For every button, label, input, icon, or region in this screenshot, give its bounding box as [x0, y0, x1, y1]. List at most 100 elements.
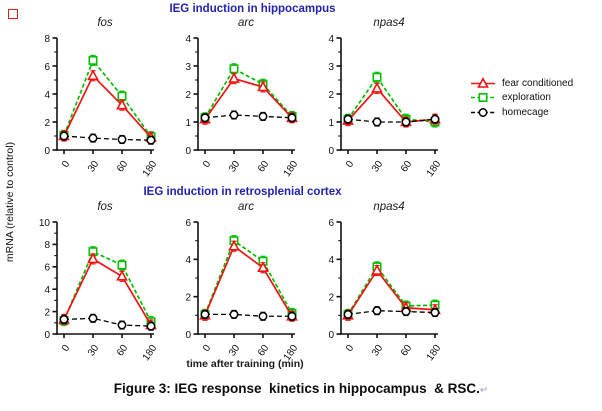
- y-tick-label: 2: [44, 307, 50, 318]
- x-axis-label: time after training (min): [186, 358, 304, 370]
- y-tick-label: 4: [185, 34, 191, 45]
- figure-caption: Figure 3: IEG response kinetics in hippo…: [0, 380, 602, 398]
- y-tick-label: 0: [185, 146, 191, 157]
- series-exploration: [59, 54, 156, 143]
- y-tick-label: 6: [44, 263, 50, 274]
- y-tick-label: 4: [44, 90, 50, 101]
- line-chart-svg: 0 2 4 6 8 0 30 60 180: [44, 34, 159, 179]
- y-tick-label: 1: [328, 118, 334, 129]
- y-tick-label: 4: [328, 34, 334, 45]
- axes: [336, 37, 438, 154]
- x-tick-label: 30: [86, 159, 102, 175]
- y-tick-label: 2: [185, 90, 191, 101]
- section-title-hippocampus: IEG induction in hippocampus: [169, 3, 336, 15]
- caption-text: Figure 3: IEG response kinetics in hippo…: [113, 381, 480, 396]
- chart-panel-hippocampus-fos: fos 0 2 4 6 8 0 30 60 180: [27, 16, 177, 179]
- y-tick-label: 0: [328, 330, 334, 341]
- x-tick-label: 30: [86, 343, 102, 359]
- y-tick-label: 1: [185, 118, 191, 129]
- x-tick-label: 0: [201, 159, 213, 170]
- series-exploration: [200, 63, 297, 124]
- x-tick-label: 180: [141, 159, 160, 179]
- triangle-marker-icon: [470, 76, 496, 90]
- series-fear-conditioned: [58, 69, 157, 143]
- panel-title: fos: [97, 201, 113, 213]
- y-tick-label: 2: [328, 292, 334, 303]
- series-exploration: [343, 71, 440, 128]
- y-tick-label: 4: [185, 255, 191, 266]
- x-tick-label: 60: [399, 343, 415, 359]
- y-tick-label: 6: [44, 62, 50, 73]
- y-tick-label: 2: [328, 90, 334, 101]
- series-homecage: [59, 131, 156, 145]
- paragraph-return-mark: ↵: [479, 385, 489, 396]
- legend-item-fear-conditioned: fear conditioned: [470, 76, 573, 91]
- chart-panel-rsc-npas4: npas4 0 2 4 6 0 30 60 180: [311, 200, 461, 363]
- legend-item-homecage: homecage: [470, 105, 573, 120]
- legend-item-exploration: exploration: [470, 91, 573, 106]
- x-tick-label: 0: [344, 159, 356, 170]
- y-tick-label: 0: [328, 146, 334, 157]
- x-tick-label: 0: [201, 343, 213, 354]
- section-title-retrosplenial-cortex: IEG induction in retrosplenial cortex: [143, 186, 342, 198]
- x-tick-label: 0: [344, 343, 356, 354]
- x-tick-label: 60: [256, 159, 272, 175]
- x-tick-label: 0: [60, 343, 72, 354]
- x-tick-label: 60: [256, 343, 272, 359]
- y-tick-label: 2: [44, 118, 50, 129]
- x-tick-label: 180: [425, 159, 444, 179]
- y-tick-label: 6: [328, 218, 334, 229]
- axes: [193, 37, 295, 154]
- legend-label: homecage: [502, 106, 549, 118]
- panel-title: arc: [238, 17, 254, 29]
- legend-label: exploration: [502, 92, 551, 104]
- x-tick-label: 60: [115, 159, 131, 175]
- chart-panel-hippocampus-arc: arc 0 1 2 3 4 0 30 60 180: [168, 16, 318, 179]
- x-tick-label: 60: [399, 159, 415, 175]
- y-tick-label: 4: [328, 255, 334, 266]
- chart-panel-hippocampus-npas4: npas4 0 1 2 3 4 0 30 60 180: [311, 16, 461, 179]
- y-tick-label: 8: [44, 34, 50, 45]
- series-homecage: [343, 306, 440, 319]
- x-tick-label: 180: [282, 159, 301, 179]
- y-tick-label: 0: [44, 146, 50, 157]
- x-tick-label: 30: [227, 343, 243, 359]
- y-axis-label: mRNA (relative to control): [4, 141, 16, 263]
- series-exploration: [59, 246, 156, 328]
- y-tick-label: 4: [44, 285, 50, 296]
- series-homecage: [200, 110, 297, 123]
- panel-title: arc: [238, 201, 254, 213]
- series-fear-conditioned: [342, 264, 441, 321]
- y-tick-label: 0: [44, 330, 50, 341]
- series-homecage: [343, 114, 440, 127]
- y-tick-label: 3: [328, 62, 334, 73]
- circle-marker-icon: [470, 106, 496, 119]
- axes: [52, 37, 154, 154]
- panel-title: npas4: [373, 17, 405, 29]
- y-tick-label: 3: [185, 62, 191, 73]
- series-homecage: [59, 313, 156, 331]
- x-tick-label: 30: [370, 343, 386, 359]
- series-fear-conditioned: [199, 239, 298, 322]
- x-tick-label: 30: [370, 159, 386, 175]
- y-tick-label: 10: [39, 218, 51, 229]
- x-tick-label: 30: [227, 159, 243, 175]
- panel-title: fos: [97, 17, 113, 29]
- axes: [336, 221, 438, 338]
- line-chart-svg: 0 1 2 3 4 0 30 60 180: [328, 34, 443, 179]
- y-tick-label: 2: [185, 292, 191, 303]
- line-chart-svg: 0 1 2 3 4 0 30 60 180: [185, 34, 300, 179]
- x-tick-label: 0: [60, 159, 72, 170]
- square-marker-icon: [470, 91, 496, 104]
- legend: fear conditioned exploration homecage: [470, 76, 573, 120]
- chart-panel-rsc-arc: arc 0 2 4 6 0 30 60 180: [168, 200, 318, 363]
- y-tick-label: 6: [185, 218, 191, 229]
- panel-title: npas4: [373, 201, 405, 213]
- y-tick-label: 0: [185, 330, 191, 341]
- red-square-anchor-mark: [8, 9, 18, 19]
- legend-label: fear conditioned: [502, 77, 574, 89]
